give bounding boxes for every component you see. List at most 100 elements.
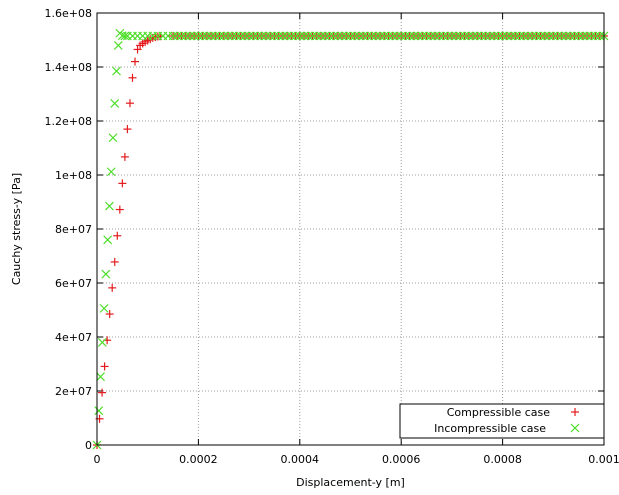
data-point-incompressible (312, 31, 322, 41)
data-point-incompressible (477, 31, 486, 41)
data-point-incompressible (97, 337, 107, 347)
data-point-incompressible (286, 31, 296, 41)
data-point-incompressible (375, 31, 385, 41)
data-point-incompressible (422, 31, 431, 41)
data-point-incompressible (103, 235, 113, 245)
data-point-incompressible (523, 31, 533, 41)
data-point-incompressible (308, 31, 317, 41)
data-point-incompressible (185, 31, 195, 41)
data-point-incompressible (253, 31, 262, 41)
data-point-incompressible (112, 66, 121, 76)
data-point-incompressible (388, 31, 398, 41)
data-point-incompressible (223, 31, 233, 41)
data-point-incompressible (506, 31, 516, 41)
data-point-incompressible (379, 31, 389, 41)
data-point-incompressible (248, 31, 258, 41)
data-point-compressible (100, 362, 109, 371)
data-point-incompressible (113, 40, 123, 50)
data-point-incompressible (447, 31, 457, 41)
data-point-incompressible (439, 31, 448, 41)
data-point-incompressible (181, 31, 191, 41)
data-point-incompressible (291, 31, 300, 41)
legend: Compressible case Incompressible case (399, 403, 605, 439)
data-point-incompressible (384, 31, 393, 41)
legend-marker-incompressible (570, 423, 580, 433)
data-point-incompressible (430, 31, 440, 41)
data-point-incompressible (481, 31, 491, 41)
data-point-incompressible (498, 31, 508, 41)
data-point-compressible (118, 179, 127, 188)
data-point-compressible (115, 205, 124, 214)
y-tick-label: 1.2e+08 (45, 115, 92, 128)
x-tick-label: 0.0008 (483, 453, 522, 466)
data-point-incompressible (257, 31, 267, 41)
data-point-incompressible (168, 31, 178, 41)
data-point-incompressible (278, 31, 288, 41)
x-tick-label: 0 (94, 453, 101, 466)
data-point-incompressible (515, 31, 524, 41)
data-point-incompressible (198, 31, 208, 41)
data-point-incompressible (274, 31, 284, 41)
data-point-incompressible (493, 31, 503, 41)
data-point-incompressible (561, 31, 571, 41)
data-point-incompressible (329, 31, 339, 41)
data-point-incompressible (104, 201, 114, 211)
data-point-incompressible (341, 31, 351, 41)
data-point-incompressible (582, 31, 592, 41)
data-point-compressible (120, 152, 129, 161)
grid (97, 13, 604, 445)
data-point-compressible (105, 310, 114, 319)
ticks (96, 12, 605, 446)
data-point-incompressible (320, 31, 330, 41)
data-point-incompressible (401, 31, 410, 41)
y-tick-label: 4e+07 (55, 331, 92, 344)
data-point-incompressible (489, 31, 499, 41)
data-point-incompressible (350, 31, 360, 41)
data-point-incompressible (295, 31, 305, 41)
data-point-incompressible (362, 31, 372, 41)
y-tick-label: 2e+07 (55, 385, 92, 398)
data-point-compressible (133, 45, 142, 54)
data-point-incompressible (367, 31, 377, 41)
data-point-compressible (123, 125, 132, 134)
data-point-incompressible (219, 31, 229, 41)
y-tick-label: 1.4e+08 (45, 61, 92, 74)
data-point-incompressible (337, 31, 347, 41)
data-point-incompressible (371, 31, 381, 41)
data-point-incompressible (570, 31, 579, 41)
data-point-incompressible (210, 31, 220, 41)
data-point-incompressible (244, 31, 254, 41)
data-point-incompressible (358, 31, 368, 41)
data-point-incompressible (206, 31, 216, 41)
legend-box (399, 403, 605, 439)
legend-label-compressible: Compressible case (447, 406, 550, 419)
data-point-incompressible (106, 167, 116, 177)
x-tick-label: 0.0002 (179, 453, 218, 466)
data-point-incompressible (236, 31, 246, 41)
legend-marker-compressible-glyph (571, 408, 579, 416)
data-point-incompressible (544, 31, 554, 41)
x-tick-label: 0.0006 (382, 453, 421, 466)
y-axis-title: Cauchy stress-y [Pa] (10, 173, 23, 285)
tick-labels: 0 0.0002 0.0004 0.0006 0.0008 0.001 0 2e+07 4e+0… (45, 7, 619, 466)
data-point-incompressible (519, 31, 529, 41)
data-point-incompressible (261, 31, 271, 41)
data-point-incompressible (586, 31, 596, 41)
data-point-incompressible (299, 31, 309, 41)
data-point-incompressible (451, 31, 461, 41)
data-point-incompressible (460, 31, 469, 41)
data-point-incompressible (548, 31, 558, 41)
data-point-incompressible (565, 31, 575, 41)
data-point-incompressible (409, 31, 419, 41)
y-tick-label: 8e+07 (55, 223, 92, 236)
data-point-incompressible (99, 303, 109, 313)
data-point-compressible (131, 57, 140, 66)
legend-marker-incompressible-glyph (570, 423, 580, 433)
data-point-incompressible (189, 31, 199, 41)
data-point-incompressible (202, 31, 212, 41)
data-point-incompressible (531, 31, 541, 41)
data-point-incompressible (396, 31, 406, 41)
data-point-incompressible (413, 31, 423, 41)
data-point-incompressible (94, 406, 104, 416)
